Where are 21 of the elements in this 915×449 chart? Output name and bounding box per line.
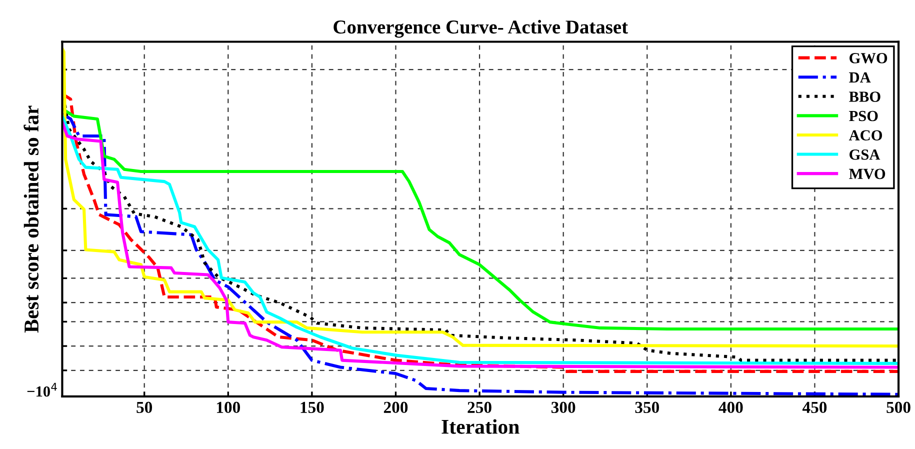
x-tick-label: 350	[635, 402, 659, 414]
x-tick-label: 300	[551, 402, 576, 414]
x-tick-label: 150	[300, 402, 324, 414]
legend-label: GWO	[850, 53, 888, 64]
x-axis-title: Iteration	[442, 419, 520, 434]
legend-label: PSO	[849, 110, 878, 122]
chart-title: Convergence Curve- Active Dataset	[334, 20, 628, 38]
text: −10$^{4}$	[27, 382, 57, 397]
x-tick-label: 250	[468, 402, 492, 414]
x-tick-label: 400	[718, 402, 743, 414]
x-tick-label: 450	[802, 402, 827, 414]
legend-label: GSA	[850, 150, 880, 160]
x-tick-label: 200	[384, 402, 408, 414]
y-axis-title: Best score obtained so far	[24, 106, 39, 333]
legend-label: BBO	[849, 92, 880, 102]
x-tick-label: 500	[886, 402, 910, 414]
x-tick-label: 50	[136, 402, 152, 414]
legend-label: DA	[849, 72, 871, 82]
legend-label: ACO	[848, 130, 882, 140]
legend-label: MVO	[849, 168, 886, 180]
x-tick-label: 100	[216, 402, 240, 414]
